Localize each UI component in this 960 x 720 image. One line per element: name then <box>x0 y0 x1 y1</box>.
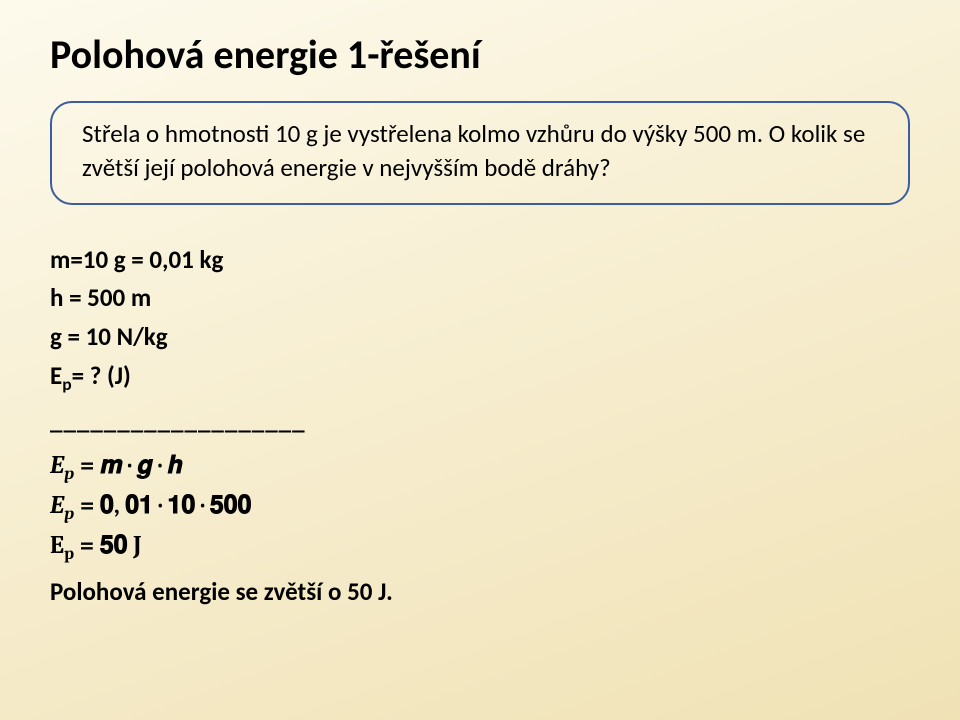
divider-line: ___________________ <box>50 402 910 441</box>
given-mass: m=10 g = 0,01 kg <box>50 241 910 280</box>
solution-block: m=10 g = 0,01 kg h = 500 m g = 10 N/kg E… <box>50 241 910 613</box>
problem-text: Střela o hmotnosti 10 g je vystřelena ko… <box>82 118 865 183</box>
page-title: Polohová energie 1-řešení <box>50 30 910 79</box>
equation-substituted: Ep = 𝟎, 𝟎𝟏 · 𝟏𝟎 · 𝟓𝟎𝟎 <box>50 487 910 527</box>
slide: Polohová energie 1-řešení Střela o hmotn… <box>0 0 960 720</box>
given-unknown: Ep= ? (J) <box>50 357 910 398</box>
given-height: h = 500 m <box>50 279 910 318</box>
equation-result: Ep = 𝟓𝟎 J <box>50 527 910 567</box>
problem-statement-box: Střela o hmotnosti 10 g je vystřelena ko… <box>50 101 910 205</box>
answer-text: Polohová energie se zvětší o 50 J. <box>50 573 910 612</box>
equation-general: Ep = 𝒎 · 𝒈 · 𝒉 <box>50 447 910 487</box>
formula-block: Ep = 𝒎 · 𝒈 · 𝒉 Ep = 𝟎, 𝟎𝟏 · 𝟏𝟎 · 𝟓𝟎𝟎 Ep … <box>50 447 910 568</box>
given-gravity: g = 10 N/kg <box>50 318 910 357</box>
